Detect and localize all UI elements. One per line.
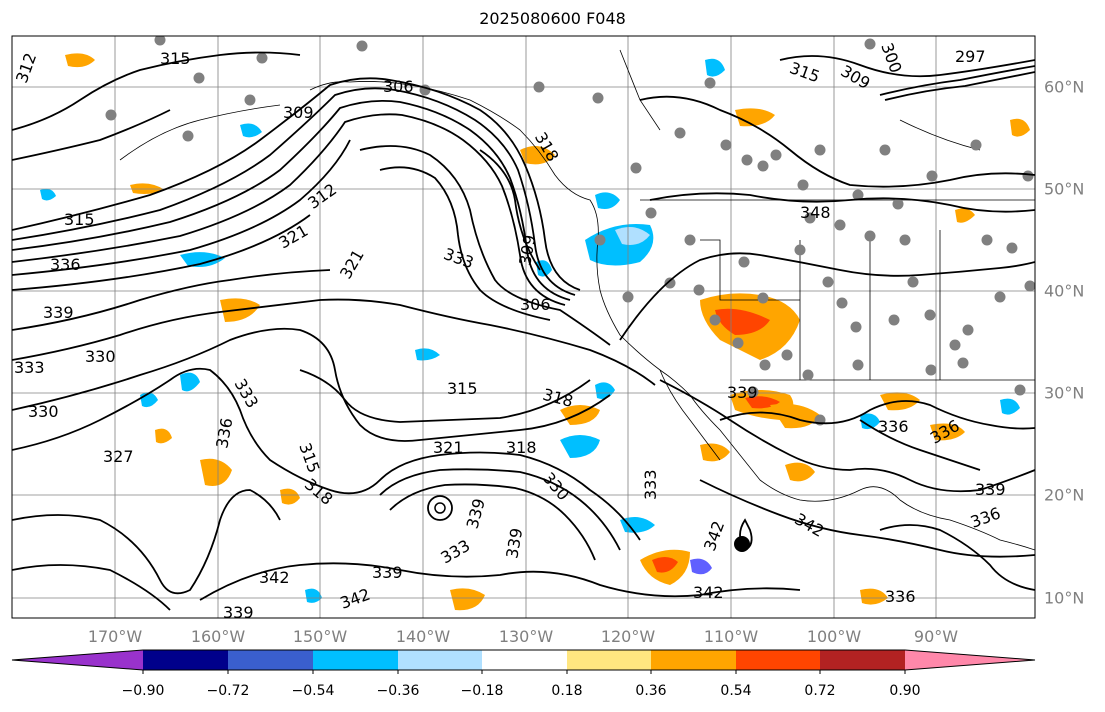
contour-closed-loop <box>427 495 453 521</box>
colorbar-extend-high <box>905 650 1035 670</box>
colorbar-tick-label: 0.54 <box>720 683 752 699</box>
colorbar-segment <box>820 650 905 670</box>
lat-label: 30°N <box>1044 383 1085 403</box>
colorbar-tick-label: 0.72 <box>804 683 836 699</box>
contour-label: 339 <box>372 563 403 582</box>
lon-label: 160°W <box>190 627 246 646</box>
contour-closed-center <box>734 536 750 552</box>
colorbar-segment <box>482 650 567 670</box>
lon-label: 140°W <box>395 627 451 646</box>
colorbar-tick-label: −0.18 <box>460 683 504 699</box>
contour-label: 333 <box>641 469 660 500</box>
contour-closed-loop <box>434 502 446 514</box>
contour-label: 339 <box>727 383 758 402</box>
lat-label: 20°N <box>1044 485 1085 505</box>
lon-label: 100°W <box>806 627 862 646</box>
colorbar-tick-label: 0.18 <box>551 683 583 699</box>
contour-label: 330 <box>28 402 59 421</box>
contour-label: 336 <box>878 417 909 436</box>
gridlines <box>12 36 1035 618</box>
colorbar-tick-label: −0.72 <box>206 683 250 699</box>
map-border <box>11 35 1036 619</box>
contour-label: 339 <box>43 303 74 322</box>
contour-label: 315 <box>447 379 478 398</box>
contour-label: 315 <box>160 49 191 68</box>
contour-label: 339 <box>975 480 1006 499</box>
contour-label: 321 <box>433 438 464 457</box>
lon-label: 150°W <box>292 627 348 646</box>
colorbar-segment <box>228 650 313 670</box>
colorbar-tick-label: −0.90 <box>121 683 165 699</box>
colorbar-extend-low <box>12 650 143 670</box>
contour-label: 333 <box>14 358 45 377</box>
colorbar-tick-label: 0.36 <box>635 683 667 699</box>
lon-label: 170°W <box>87 627 143 646</box>
colorbar-segment <box>313 650 398 670</box>
contour-label: 306 <box>383 77 414 96</box>
contour-label: 336 <box>50 255 81 274</box>
colorbar-segment <box>736 650 820 670</box>
colorbar-segment <box>143 650 228 670</box>
lon-label: 120°W <box>600 627 656 646</box>
map-title: 2025080600 F048 <box>479 9 626 28</box>
colorbar-segment <box>651 650 736 670</box>
shaded-field <box>40 53 1030 611</box>
contour-label: 309 <box>283 103 314 122</box>
contour-label: 330 <box>85 347 116 366</box>
lat-label: 40°N <box>1044 281 1085 301</box>
contour-label: 297 <box>955 47 986 66</box>
coastlines <box>119 49 1035 551</box>
lat-label: 10°N <box>1044 588 1085 608</box>
contour-label: 336 <box>885 587 916 606</box>
contour-label: 306 <box>520 295 551 314</box>
lon-label: 90°W <box>913 627 959 646</box>
station-dots <box>105 36 1035 426</box>
contour-label: 315 <box>64 210 95 229</box>
contour-label: 348 <box>800 203 831 222</box>
contour-label: 327 <box>103 447 134 466</box>
contour-lines <box>12 51 1035 611</box>
lat-label: 60°N <box>1044 77 1085 97</box>
contour-label: 342 <box>693 583 724 602</box>
lon-label: 130°W <box>498 627 554 646</box>
colorbar-tick-label: −0.36 <box>376 683 420 699</box>
contour-label: 339 <box>223 603 254 622</box>
lat-label: 50°N <box>1044 179 1085 199</box>
colorbar-segment <box>567 650 651 670</box>
colorbar-tick-label: 0.90 <box>889 683 921 699</box>
colorbar-tick-label: −0.54 <box>291 683 335 699</box>
contour-label: 318 <box>506 438 537 457</box>
colorbar <box>11 649 1036 674</box>
contour-label: 342 <box>259 568 290 587</box>
lon-label: 110°W <box>703 627 759 646</box>
colorbar-segment <box>398 650 482 670</box>
